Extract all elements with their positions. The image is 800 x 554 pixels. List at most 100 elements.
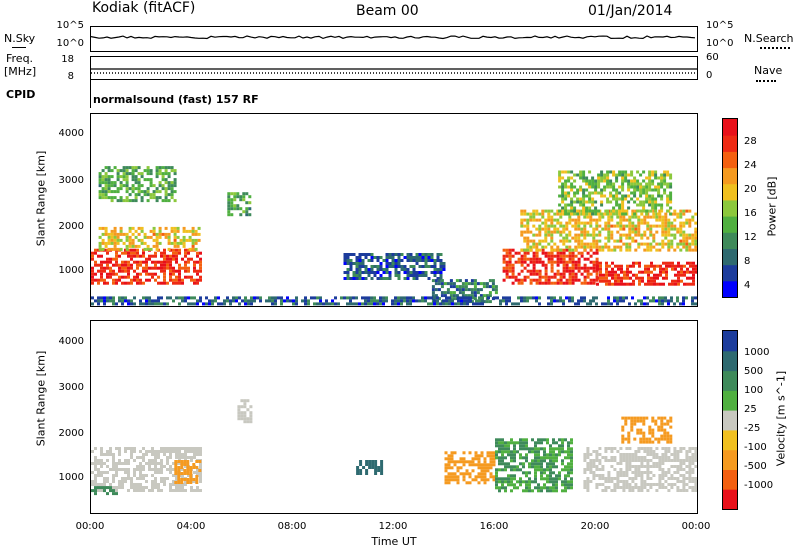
power-cell [163,260,166,264]
velocity-cell [652,453,656,456]
velocity-cell [537,438,540,442]
velocity-cell [462,472,466,476]
power-cell [125,190,129,194]
power-cell [445,299,448,303]
power-cell [175,260,178,264]
power-cell [607,236,611,240]
velocity-cell [195,475,199,478]
power-cell [157,275,160,279]
velocity-cell [130,450,133,453]
power-cell [529,218,533,222]
velocity-cell [504,444,507,448]
power-cell [607,233,611,237]
velocity-cell [685,477,689,480]
power-cell [461,291,465,295]
velocity-cell [513,477,516,481]
velocity-cell [359,460,363,463]
power-cell [625,236,629,240]
power-cell [625,245,629,249]
power-cell [406,253,410,256]
power-cell [131,238,135,242]
power-cell [517,251,521,255]
power-cell [355,277,359,280]
velocity-cell [91,489,94,493]
power-cell [646,302,649,306]
power-cell [385,299,388,303]
velocity-cell [631,453,635,456]
power-cell [620,279,623,283]
velocity-cell [637,450,641,453]
velocity-cell [183,469,187,472]
power-cell [385,277,389,280]
velocity-cell [94,489,97,493]
velocity-cell [175,486,178,489]
power-cell [666,209,670,213]
power-cell [659,282,662,286]
power-cell [232,299,235,303]
velocity-cell [139,468,142,471]
power-cell [532,260,536,264]
power-cell [443,291,447,295]
power-cell [558,173,562,177]
velocity-cell [655,462,659,465]
power-cell [655,248,659,252]
velocity-cell [468,475,472,479]
velocity-cell [688,468,692,471]
velocity-cell [646,465,650,468]
power-ytick-3000: 3000 [58,175,84,186]
power-cell [229,299,232,303]
velocity-cell [685,453,689,456]
power-cell [199,299,202,303]
velocity-cell [501,480,504,484]
velocity-cell [480,466,484,470]
power-cell [658,302,661,306]
power-cell [118,278,121,282]
velocity-cell [504,465,507,469]
velocity-cell [658,456,662,459]
power-cell [568,281,572,285]
power-cell [172,254,175,258]
power-cell [547,278,551,282]
power-cell [661,245,665,249]
power-cell [103,266,106,270]
power-cell [609,179,613,183]
power-cell [172,272,175,276]
power-cell [421,253,425,256]
power-cell [161,175,165,179]
power-cell [97,302,100,306]
power-cell [586,215,590,219]
power-cell [352,296,355,300]
power-cell [430,253,434,256]
power-cell [116,190,120,194]
power-cell [163,302,166,306]
velocity-cell [489,463,493,467]
power-cell [547,218,551,222]
velocity-cell [619,453,623,456]
velocity-region-6 [583,447,697,492]
power-cell [169,263,172,267]
velocity-cell [558,474,561,478]
velocity-cell [688,477,692,480]
power-cell [142,251,145,255]
power-cell [248,201,252,205]
velocity-cell [151,462,154,465]
power-colorbar-band [723,280,737,297]
power-cell [106,299,109,303]
power-cell [116,199,120,203]
velocity-cell [145,480,148,483]
power-cell [194,232,198,236]
power-cell [694,245,697,249]
power-cell [532,263,536,267]
velocity-cell [525,447,528,451]
power-cell [101,193,105,197]
beam-title: Beam 00 [356,3,419,19]
power-cell [476,291,480,295]
power-cell [642,203,646,207]
velocity-cell [142,486,145,489]
power-cell [544,221,548,225]
velocity-cell [549,444,552,448]
power-cell [627,179,631,183]
power-cell [562,257,566,261]
power-cell [640,302,643,306]
power-cell [592,263,596,267]
